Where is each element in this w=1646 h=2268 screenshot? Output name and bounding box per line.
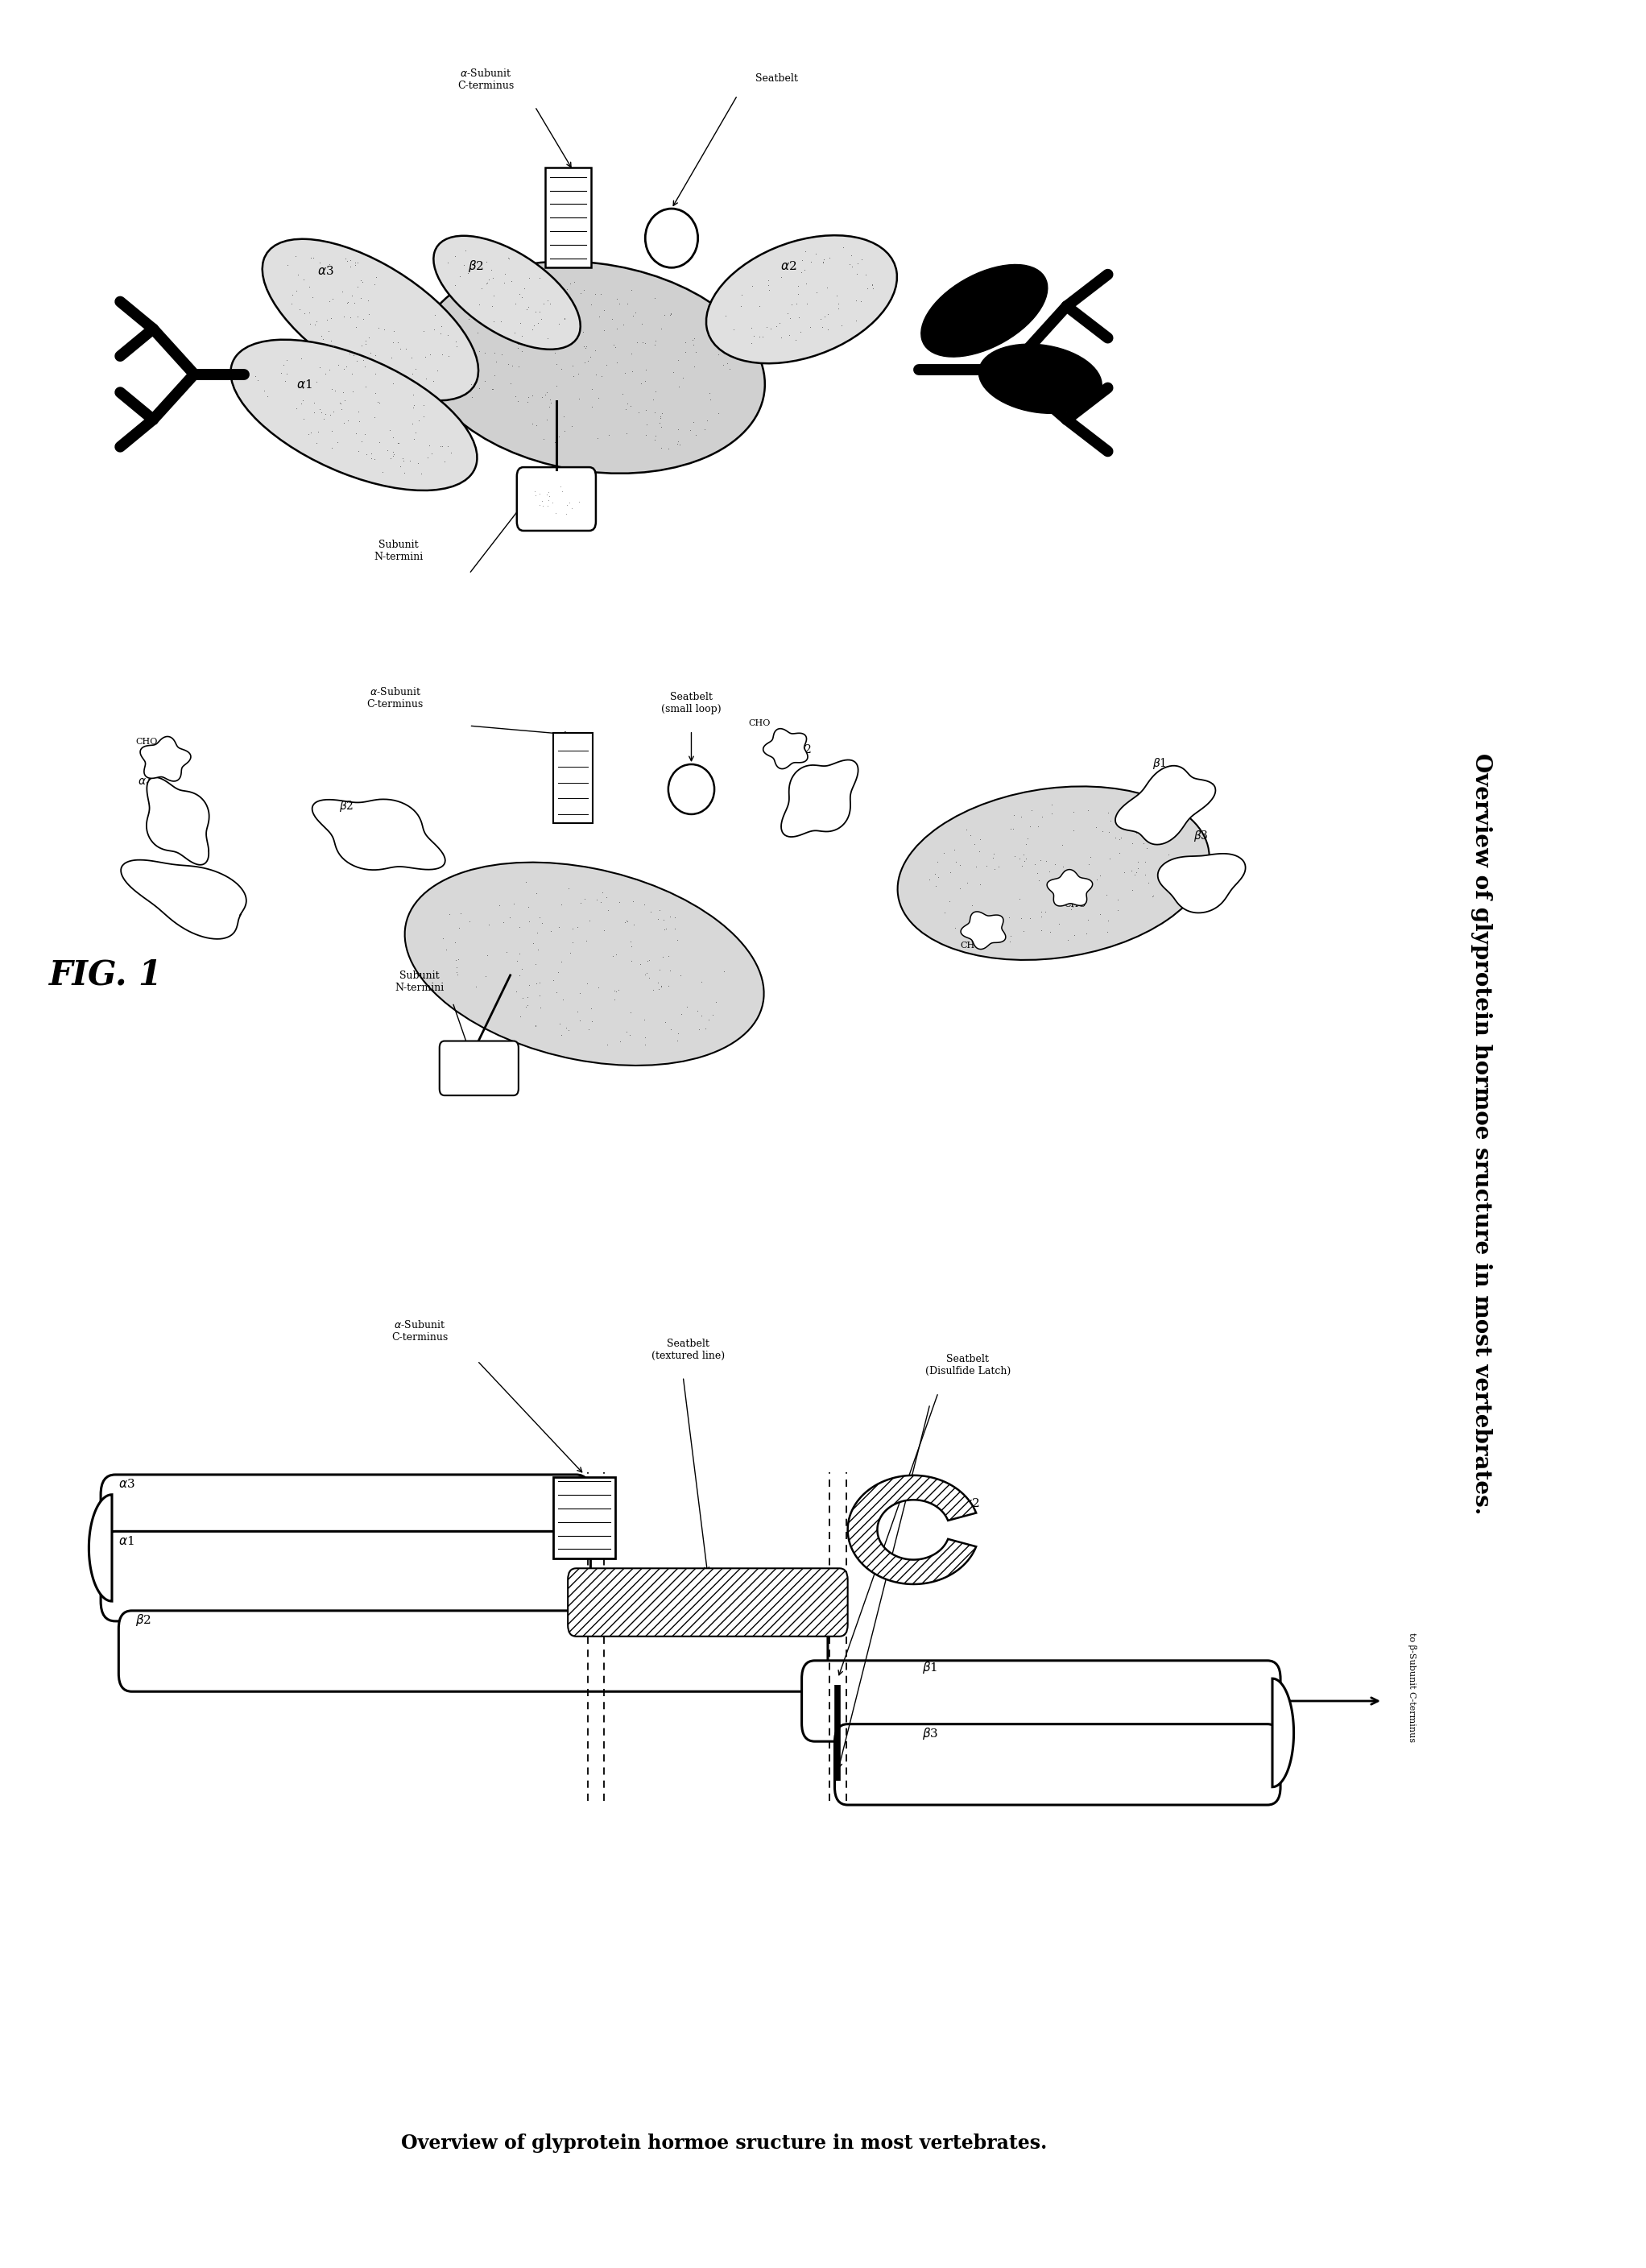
Text: Overview of glyprotein hormoe sructure in most vertebrates.: Overview of glyprotein hormoe sructure i…	[1470, 753, 1493, 1515]
Text: Subunit
N-termini: Subunit N-termini	[395, 971, 444, 993]
Text: $\alpha$2: $\alpha$2	[780, 261, 797, 272]
Polygon shape	[764, 728, 808, 769]
FancyBboxPatch shape	[119, 1610, 828, 1692]
Ellipse shape	[979, 345, 1101, 413]
Ellipse shape	[262, 238, 479, 401]
Text: $\beta$3: $\beta$3	[922, 1726, 938, 1742]
Ellipse shape	[433, 236, 581, 349]
Text: $\alpha$-Subunit
C-terminus: $\alpha$-Subunit C-terminus	[458, 68, 514, 91]
Text: $\beta$1: $\beta$1	[922, 1660, 937, 1676]
Text: Seatbelt
(Disulfide Latch): Seatbelt (Disulfide Latch)	[925, 1354, 1011, 1377]
Text: $\alpha$2: $\alpha$2	[963, 1497, 979, 1510]
Polygon shape	[120, 860, 247, 939]
Text: CHO: CHO	[749, 719, 770, 728]
Text: CHO: CHO	[1063, 900, 1086, 909]
Text: $\alpha$3: $\alpha$3	[119, 1479, 135, 1490]
Polygon shape	[1157, 853, 1246, 912]
Polygon shape	[313, 798, 444, 871]
Text: Overview of glyprotein hormoe sructure in most vertebrates.: Overview of glyprotein hormoe sructure i…	[402, 2134, 1047, 2152]
Ellipse shape	[706, 236, 897, 363]
Ellipse shape	[897, 787, 1210, 959]
Text: Subunit
N-termini: Subunit N-termini	[374, 540, 423, 562]
Polygon shape	[89, 1495, 112, 1601]
FancyBboxPatch shape	[100, 1474, 591, 1565]
Ellipse shape	[922, 265, 1047, 356]
Text: $\beta$1: $\beta$1	[965, 268, 981, 284]
Text: $\beta$3: $\beta$3	[1193, 828, 1208, 844]
Polygon shape	[146, 778, 209, 864]
FancyBboxPatch shape	[439, 1041, 518, 1095]
Ellipse shape	[230, 340, 477, 490]
Text: Seatbelt: Seatbelt	[756, 73, 798, 84]
Text: $\beta$2: $\beta$2	[467, 259, 484, 274]
Text: FIG. 1: FIG. 1	[49, 959, 163, 991]
Polygon shape	[848, 1474, 976, 1583]
Text: $\alpha$1: $\alpha$1	[296, 379, 313, 390]
Text: $\beta$2: $\beta$2	[135, 1613, 151, 1628]
FancyBboxPatch shape	[100, 1531, 591, 1622]
Text: $\alpha$1: $\alpha$1	[119, 1535, 135, 1547]
Text: Seatbelt
(textured line): Seatbelt (textured line)	[652, 1338, 724, 1361]
Text: $\alpha$3: $\alpha$3	[138, 776, 153, 787]
Polygon shape	[1272, 1678, 1294, 1787]
Text: CHO: CHO	[960, 941, 983, 950]
Polygon shape	[1047, 869, 1093, 905]
Text: $\beta$2: $\beta$2	[339, 798, 354, 814]
Text: $\alpha$-Subunit
C-terminus: $\alpha$-Subunit C-terminus	[367, 687, 423, 710]
FancyBboxPatch shape	[835, 1724, 1281, 1805]
Text: $\beta$3: $\beta$3	[1039, 340, 1055, 356]
Polygon shape	[782, 760, 858, 837]
Text: $\alpha$2: $\alpha$2	[797, 744, 811, 755]
FancyBboxPatch shape	[568, 1569, 848, 1637]
FancyBboxPatch shape	[553, 1476, 616, 1558]
Text: $\alpha$3: $\alpha$3	[318, 265, 334, 277]
Text: $\alpha$-Subunit
C-terminus: $\alpha$-Subunit C-terminus	[392, 1320, 448, 1343]
Text: Seatbelt
(small loop): Seatbelt (small loop)	[662, 692, 721, 714]
Ellipse shape	[420, 261, 765, 474]
Ellipse shape	[405, 862, 764, 1066]
FancyBboxPatch shape	[545, 168, 591, 268]
Polygon shape	[140, 737, 191, 780]
Polygon shape	[1116, 767, 1215, 844]
FancyBboxPatch shape	[802, 1660, 1281, 1742]
Text: $\alpha$1: $\alpha$1	[142, 869, 156, 880]
FancyBboxPatch shape	[517, 467, 596, 531]
Text: CHO: CHO	[137, 737, 158, 746]
Text: to β-Subunit C-terminus: to β-Subunit C-terminus	[1407, 1633, 1416, 1742]
FancyBboxPatch shape	[553, 733, 593, 823]
Polygon shape	[961, 912, 1006, 950]
Text: $\beta$1: $\beta$1	[1152, 755, 1167, 771]
